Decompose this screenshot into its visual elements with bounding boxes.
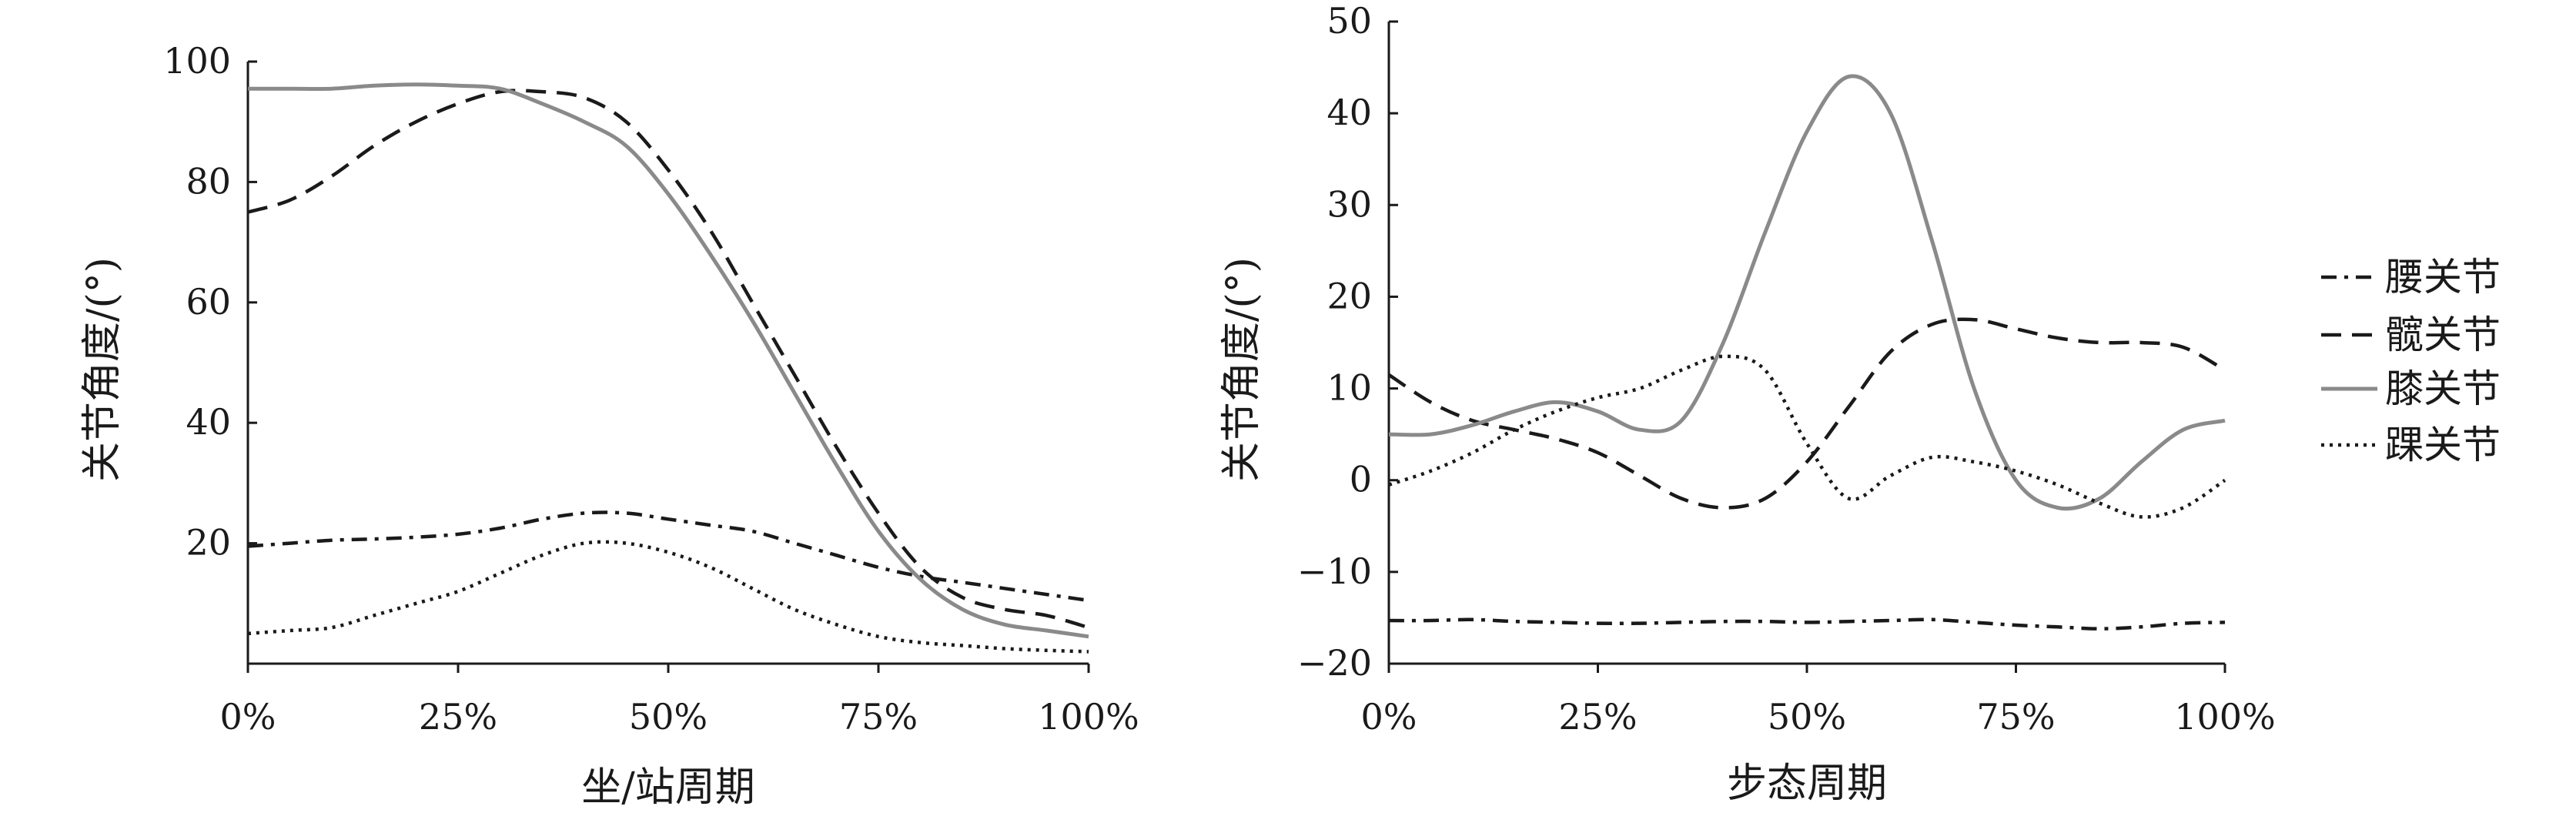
series-line — [247, 510, 1089, 603]
right-x-axis-title: 步态周期 — [1727, 761, 1887, 807]
legend-label: 髋关节 — [2385, 313, 2501, 357]
legend-item: 髋关节 — [2321, 313, 2501, 357]
left-series — [247, 82, 1089, 654]
series-line — [1388, 354, 2226, 519]
x-tick-label: 100% — [1038, 696, 1139, 738]
right-y-axis-title: 关节角度/(°) — [1219, 257, 1265, 482]
y-tick-label: 20 — [186, 522, 231, 564]
series-line — [1387, 317, 2226, 510]
legend-item: 踝关节 — [2321, 423, 2501, 467]
x-tick-label: 25% — [1558, 696, 1637, 738]
y-tick-label: 80 — [186, 160, 231, 202]
series-line — [247, 89, 1089, 630]
legend-label: 膝关节 — [2385, 366, 2501, 411]
x-tick-label: 50% — [629, 696, 708, 738]
left-x-axis-title: 坐/站周期 — [581, 764, 755, 811]
y-tick-label: 50 — [1326, 0, 1372, 42]
x-tick-label: 50% — [1768, 696, 1846, 738]
y-tick-label: 60 — [186, 281, 231, 323]
y-tick-label: 10 — [1326, 367, 1372, 409]
y-tick-label: 30 — [1326, 183, 1372, 225]
chart-gait: −20 −10 0 10 20 30 40 50 0% 25% 50% 75% 100% 步态周期 关节… — [1219, 0, 2276, 807]
series-line — [1388, 74, 2226, 511]
legend-label: 腰关节 — [2385, 255, 2501, 299]
right-ticks: −20 −10 0 10 20 30 40 50 0% 25% 50% 75% 100% — [1297, 0, 2276, 738]
series-line — [1388, 617, 2226, 631]
series-line — [248, 82, 1089, 639]
x-tick-label: 75% — [1976, 696, 2055, 738]
x-tick-label: 75% — [839, 696, 918, 738]
y-tick-label: 0 — [1350, 459, 1372, 500]
y-tick-label: −10 — [1297, 550, 1372, 592]
left-y-axis-title: 关节角度/(°) — [79, 257, 125, 482]
chart-sit-stand: 20 40 60 80 100 0% 25% 50% 75% 100% 坐/站周期 关节角度/(°… — [79, 40, 1139, 811]
right-series — [1387, 74, 2226, 631]
y-tick-label: 40 — [186, 401, 231, 443]
y-tick-label: 20 — [1326, 275, 1372, 316]
x-tick-label: 0% — [220, 696, 276, 738]
legend-item: 膝关节 — [2321, 366, 2501, 411]
x-tick-label: 25% — [419, 696, 497, 738]
legend-item: 腰关节 — [2321, 255, 2501, 299]
left-ticks: 20 40 60 80 100 0% 25% 50% 75% 100% — [163, 40, 1139, 738]
x-tick-label: 0% — [1361, 696, 1417, 738]
y-tick-label: −20 — [1297, 642, 1372, 684]
y-tick-label: 100 — [163, 40, 231, 82]
legend-label: 踝关节 — [2385, 423, 2501, 467]
y-tick-label: 40 — [1326, 92, 1372, 133]
legend: 腰关节 髋关节 膝关节 踝关节 — [2321, 255, 2501, 467]
x-tick-label: 100% — [2174, 696, 2276, 738]
